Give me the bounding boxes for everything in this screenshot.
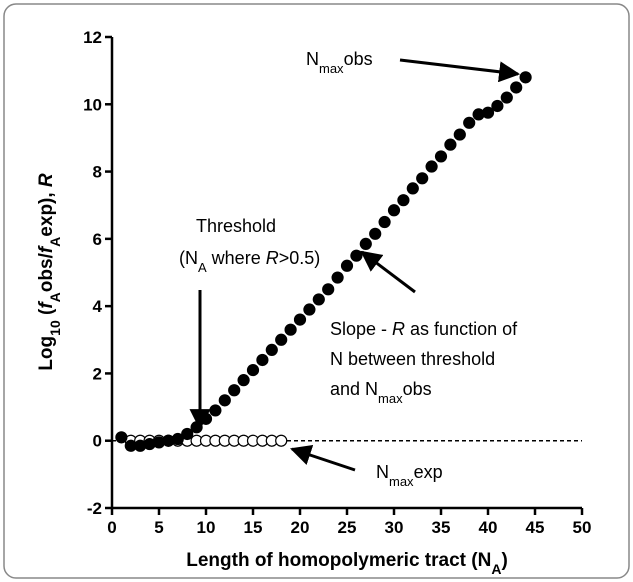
x-tick-label: 10 (197, 518, 216, 537)
filled-point (209, 404, 222, 417)
y-tick-label: 2 (93, 364, 102, 383)
filled-point (519, 71, 532, 84)
filled-point (416, 172, 429, 185)
y-axis-label: Log10 (fAobs/fAexp), R (36, 173, 63, 371)
x-axis-label: Length of homopolymeric tract (NA) (186, 550, 508, 577)
filled-point (256, 353, 269, 367)
filled-point (199, 412, 213, 425)
open-point (275, 434, 288, 447)
filled-point (481, 106, 495, 119)
filled-point (237, 374, 250, 387)
filled-point (453, 128, 466, 141)
frame (3, 3, 630, 579)
annotation: Threshold (196, 216, 276, 236)
y-tick-label: -2 (87, 499, 102, 518)
filled-point (331, 271, 344, 284)
filled-point (463, 116, 476, 129)
annotation: Nmaxexp (376, 462, 443, 489)
filled-point (312, 293, 325, 306)
x-tick-label: 5 (154, 518, 163, 537)
filled-point (265, 343, 278, 356)
annotation: (NA where R>0.5) (179, 248, 320, 275)
y-tick-label: 10 (83, 95, 102, 114)
filled-point (303, 303, 316, 316)
x-tick-label: 35 (432, 518, 451, 537)
x-tick-label: 15 (244, 518, 263, 537)
y-tick-label: 6 (93, 230, 102, 249)
filled-point (350, 249, 363, 262)
arrow (290, 445, 356, 472)
filled-point (444, 138, 457, 151)
plot-area: -2 0 2 4 6 8 10 12 0 5 10 15 20 25 30 35 40 45 50 (83, 28, 591, 537)
annotation: and Nmaxobs (330, 379, 432, 406)
x-tick-label: 0 (107, 518, 116, 537)
y-tick-label: 0 (93, 432, 102, 451)
x-tick-label: 20 (291, 518, 310, 537)
x-tick-label: 30 (385, 518, 404, 537)
filled-point (171, 432, 184, 446)
x-tick-label: 25 (338, 518, 357, 537)
filled-point (218, 394, 231, 407)
arrow (360, 250, 416, 294)
filled-point (340, 259, 354, 272)
x-tick-label: 45 (526, 518, 545, 537)
filled-point (510, 81, 523, 94)
filled-point (406, 182, 419, 195)
filled-point (369, 227, 382, 240)
annotation: N between threshold (330, 349, 495, 369)
filled-point (322, 283, 335, 296)
filled-point (115, 431, 128, 444)
filled-point (378, 215, 391, 229)
filled-point (434, 150, 448, 163)
x-tick-label: 50 (573, 518, 592, 537)
filled-point (397, 194, 410, 207)
filled-point (387, 204, 401, 217)
filled-point (284, 323, 297, 336)
annotation: Slope - R as function of (330, 319, 518, 339)
filled-point (181, 427, 194, 441)
filled-point (500, 91, 513, 104)
filled-point (491, 99, 504, 113)
filled-point (228, 384, 241, 397)
arrow (399, 58, 521, 83)
y-tick-label: 8 (93, 163, 102, 182)
filled-point (246, 363, 260, 377)
filled-point (425, 160, 438, 173)
filled-point (275, 333, 288, 346)
filled-point (359, 237, 372, 251)
y-tick-label: 12 (83, 28, 102, 47)
filled-point (293, 313, 307, 326)
x-tick-label: 40 (479, 518, 498, 537)
annotation: Nmaxobs (306, 49, 373, 76)
y-tick-label: 4 (93, 297, 103, 316)
